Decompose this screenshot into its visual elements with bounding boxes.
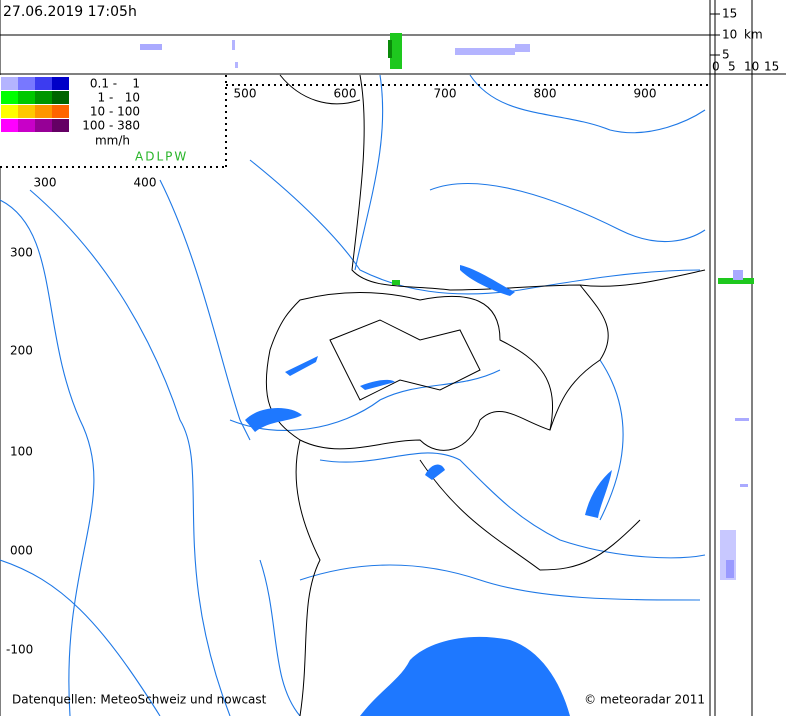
profile-echoes [140, 33, 530, 69]
y-label: 100 [10, 445, 33, 459]
x-label: 700 [434, 87, 457, 101]
y-label: -100 [6, 643, 33, 657]
height-ticks: 15 10 5 km 0 5 10 15 [710, 7, 779, 74]
y-label: 200 [10, 344, 33, 358]
legend-label: 0.1 - 1 [90, 77, 140, 91]
y-label: 300 [10, 246, 33, 260]
width-tick: 5 [728, 60, 736, 74]
timestamp: 27.06.2019 17:05h [3, 4, 137, 20]
height-tick: 15 [722, 7, 737, 21]
height-tick: 10 [722, 28, 737, 42]
rivers [0, 74, 706, 716]
height-tick: 5 [722, 48, 730, 62]
legend-label: 10 - 100 [90, 105, 140, 119]
y-label: 000 [10, 544, 33, 558]
echo [392, 280, 400, 285]
width-tick: 15 [764, 60, 779, 74]
height-unit: km [744, 28, 763, 42]
sources: Datenquellen: MeteoSchweiz und nowcast [12, 693, 267, 707]
side-echoes [718, 270, 754, 580]
lakes [245, 265, 612, 716]
legend-label: 1 - 10 [98, 91, 141, 105]
radar-list: ADLPW [135, 150, 188, 164]
x-label: 500 [234, 87, 257, 101]
width-tick: 10 [744, 60, 759, 74]
legend-label: 100 - 380 [82, 119, 140, 133]
width-tick: 0 [712, 60, 720, 74]
legend: 0.1 - 1 1 - 10 10 - 100 100 - 380 mm/h A… [1, 77, 188, 164]
axis-labels: 500 600 700 800 900 300 400 300 200 100 … [6, 87, 656, 657]
x-label: 600 [334, 87, 357, 101]
x-label: 800 [534, 87, 557, 101]
x-label: 900 [634, 87, 657, 101]
x-label: 400 [134, 176, 157, 190]
x-label: 300 [34, 176, 57, 190]
legend-unit: mm/h [95, 134, 130, 148]
copyright: © meteoradar 2011 [584, 693, 705, 707]
